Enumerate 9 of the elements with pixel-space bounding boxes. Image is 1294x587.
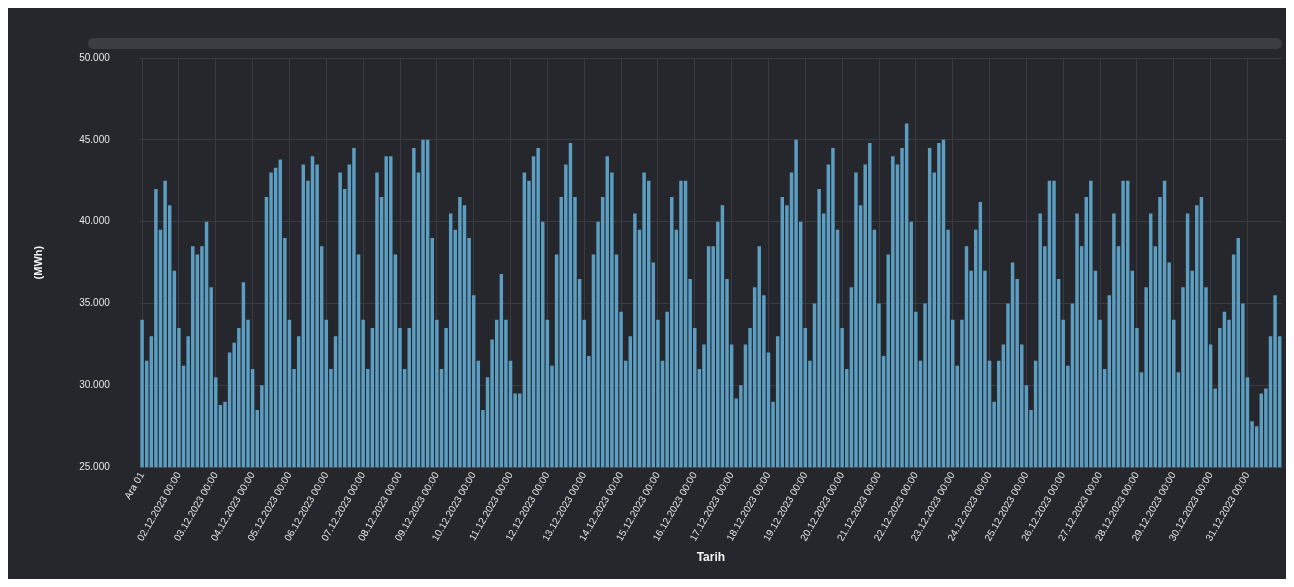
- y-tick-label: 30.000: [79, 379, 111, 391]
- x-axis-title: Tarih: [696, 550, 726, 565]
- y-tick-label: 45.000: [79, 133, 111, 145]
- x-tick-label: Ara 01: [121, 469, 147, 502]
- y-tick-label: 25.000: [79, 460, 111, 472]
- y-axis-title: (MWh): [31, 245, 44, 280]
- y-tick-label: 40.000: [79, 215, 111, 227]
- y-tick-label: 50.000: [79, 51, 111, 63]
- y-tick-label: 35.000: [79, 297, 111, 309]
